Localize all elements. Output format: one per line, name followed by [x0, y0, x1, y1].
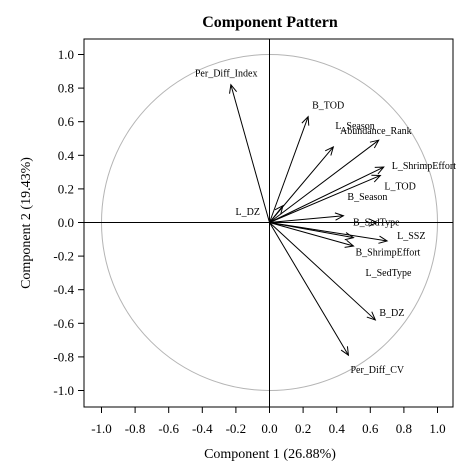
vector-line-l-dz	[269, 205, 284, 223]
vector-label-b-season: B_Season	[347, 192, 387, 203]
vector-l-shrimpeffort: L_ShrimpEffort	[269, 161, 456, 223]
arrowhead-l-season	[325, 145, 335, 156]
vector-label-b-shrimpeffort: B_ShrimpEffort	[356, 248, 421, 259]
x-tick-label: -0.4	[192, 421, 213, 436]
vector-label-l-season: L_Season	[335, 121, 374, 132]
vector-line-per-diff-cv	[269, 222, 349, 356]
y-axis-label: Component 2 (19.43%)	[19, 157, 34, 289]
vector-abundance-rank: Abundance_Rank	[269, 126, 412, 223]
vector-l-dz: L_DZ	[236, 204, 284, 223]
x-tick-label: 0.8	[396, 421, 412, 436]
y-tick-label: -0.6	[53, 316, 74, 331]
y-tick-label: 0.6	[58, 114, 75, 129]
vector-label-per-diff-index: Per_Diff_Index	[195, 69, 258, 80]
vector-label-b-sedtype: B_SedType	[353, 218, 400, 229]
vector-label-l-ssz: L_SSZ	[397, 231, 425, 242]
y-tick-label: -0.4	[53, 282, 74, 297]
vector-b-tod: B_TOD	[269, 101, 344, 223]
y-tick-label: -0.8	[53, 349, 74, 364]
vector-line-l-tod	[269, 174, 381, 223]
arrowhead-l-shrimpeffort	[374, 166, 385, 175]
x-tick-label: -0.2	[226, 421, 247, 436]
loading-vectors: Per_Diff_Index B_TOD L_SeasonAbundance_Ran…	[195, 69, 456, 376]
arrowhead-abundance-rank	[369, 139, 380, 149]
vector-per-diff-cv: Per_Diff_CV	[269, 222, 405, 376]
y-tick-label: 0.0	[58, 215, 74, 230]
vector-label-b-dz: B_DZ	[379, 308, 404, 319]
vector-b-shrimpeffort: B_ShrimpEffort	[269, 222, 421, 259]
arrowhead-b-season	[334, 212, 345, 221]
vector-label-l-shrimpeffort: L_ShrimpEffort	[392, 161, 456, 172]
arrowhead-l-ssz	[378, 235, 389, 244]
vector-label-abundance-rank: Abundance_Rank	[340, 126, 412, 137]
vector-label-b-tod: B_TOD	[312, 101, 344, 112]
x-tick-label: -1.0	[91, 421, 112, 436]
x-tick-label: 0.0	[261, 421, 277, 436]
vector-line-b-season	[269, 215, 344, 223]
vector-b-season: B_Season	[269, 192, 387, 223]
y-tick-label: 0.2	[58, 181, 74, 196]
x-tick-label: 0.4	[329, 421, 346, 436]
y-tick-label: 0.4	[58, 148, 75, 163]
arrowhead-b-tod	[301, 115, 310, 126]
vector-line-b-tod	[269, 116, 309, 223]
arrowhead-l-dz	[274, 204, 284, 215]
x-tick-label: -0.6	[158, 421, 179, 436]
y-axis-ticks: -1.0 -0.8 -0.6 -0.4 -0.2 0.0 0.2 0.4 0.6 0.8 1.0	[53, 47, 84, 398]
x-axis-label: Component 1 (26.88%)	[204, 447, 336, 462]
vector-l-sedtype: L_SedType	[269, 222, 413, 279]
x-tick-label: 0.2	[295, 421, 311, 436]
vector-l-tod: L_TOD	[269, 174, 416, 223]
vector-label-l-dz: L_DZ	[236, 207, 260, 218]
y-tick-label: 1.0	[58, 47, 74, 62]
x-axis-ticks: -1.0 -0.8 -0.6 -0.4 -0.2 0.0 0.2 0.4 0.6 0.8 1.0	[91, 407, 446, 436]
vector-label-l-tod: L_TOD	[384, 181, 415, 192]
vector-line-l-shrimpeffort	[269, 166, 384, 223]
arrowhead-l-tod	[371, 174, 382, 183]
vector-label-per-diff-cv: Per_Diff_CV	[350, 365, 404, 376]
vector-b-sedtype: B_SedType	[269, 218, 400, 229]
arrowhead-b-sedtype	[368, 218, 379, 227]
x-tick-label: -0.8	[125, 421, 146, 436]
vector-line-l-sedtype	[269, 222, 354, 247]
vector-per-diff-index: Per_Diff_Index	[195, 69, 270, 223]
x-tick-label: 1.0	[429, 421, 445, 436]
y-tick-label: -0.2	[53, 249, 74, 264]
vector-b-dz: B_DZ	[269, 222, 404, 321]
vector-line-b-shrimpeffort	[269, 222, 354, 239]
vector-label-l-sedtype: L_SedType	[366, 268, 413, 279]
x-tick-label: 0.6	[362, 421, 379, 436]
vector-line-per-diff-index	[230, 84, 270, 223]
chart-title: Component Pattern	[202, 14, 338, 31]
arrowhead-per-diff-index	[229, 83, 237, 94]
vector-line-abundance-rank	[269, 139, 380, 223]
vector-line-b-dz	[269, 222, 376, 321]
arrowhead-b-shrimpeffort	[344, 232, 355, 241]
arrowhead-b-dz	[366, 311, 377, 321]
arrowhead-per-diff-cv	[340, 346, 350, 357]
y-tick-label: -1.0	[53, 383, 74, 398]
y-tick-label: 0.8	[58, 81, 74, 96]
arrowhead-l-sedtype	[344, 239, 355, 248]
